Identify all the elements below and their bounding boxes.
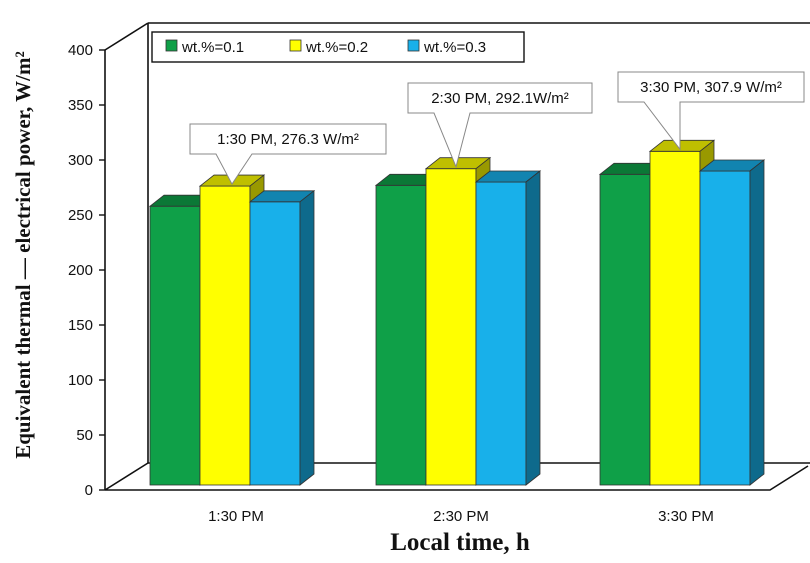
bar-front: [249, 201, 301, 486]
callout-label: 2:30 PM, 292.1W/m²: [431, 90, 569, 107]
bar-3-3: [698, 159, 766, 486]
y-tick-label: 150: [68, 317, 93, 334]
y-tick-label: 300: [68, 152, 93, 169]
legend-label: wt.%=0.2: [305, 39, 368, 56]
bar-side: [525, 170, 541, 486]
legend-swatch: [289, 39, 302, 52]
x-axis-ticks: 1:30 PM 2:30 PM 3:30 PM: [208, 508, 714, 525]
bar-front: [699, 170, 751, 486]
x-tick-label: 3:30 PM: [658, 508, 714, 525]
bar-front: [149, 205, 201, 486]
bar-front: [199, 185, 251, 486]
legend-swatch: [165, 39, 178, 52]
y-tick-label: 250: [68, 207, 93, 224]
bar-3-2: [474, 170, 542, 486]
bars: [148, 139, 766, 486]
legend-box: [151, 31, 525, 63]
bar-side: [299, 189, 315, 486]
bar-front: [649, 150, 701, 486]
bar-front: [375, 184, 427, 486]
legend-item-3: wt.%=0.3: [407, 39, 486, 56]
y-tick-label: 50: [76, 427, 93, 444]
callouts: 1:30 PM, 276.3 W/m² 2:30 PM, 292.1W/m² 3:3…: [189, 71, 805, 186]
legend-item-2: wt.%=0.2: [289, 39, 368, 56]
x-tick-label: 2:30 PM: [433, 508, 489, 525]
legend-label: wt.%=0.1: [181, 39, 244, 56]
legend-item-1: wt.%=0.1: [165, 39, 244, 56]
bar-side: [749, 159, 765, 486]
x-tick-label: 1:30 PM: [208, 508, 264, 525]
callout-3: 3:30 PM, 307.9 W/m²: [617, 71, 805, 151]
floor: [104, 462, 809, 491]
bar-front: [599, 173, 651, 486]
callout-label: 1:30 PM, 276.3 W/m²: [217, 131, 359, 148]
legend-swatch: [407, 39, 420, 52]
callout-box: [189, 123, 387, 186]
callout-1: 1:30 PM, 276.3 W/m²: [189, 123, 387, 186]
x-axis-title: Local time, h: [390, 529, 530, 556]
y-tick-label: 0: [85, 482, 93, 499]
y-tick-label: 350: [68, 97, 93, 114]
side-wall: [104, 22, 149, 51]
y-axis-title: Equivalent thermal — electrical power, W…: [11, 51, 35, 459]
callout-2: 2:30 PM, 292.1W/m²: [407, 82, 593, 169]
bar-front: [475, 181, 527, 486]
legend: wt.%=0.1 wt.%=0.2 wt.%=0.3: [151, 31, 525, 63]
bar-3-1: [248, 189, 316, 486]
legend-label: wt.%=0.3: [423, 39, 486, 56]
y-axis-ticks: 0 50 100 150 200 250 300 350 400: [68, 42, 105, 499]
y-tick-label: 100: [68, 372, 93, 389]
callout-box: [617, 71, 805, 151]
callout-label: 3:30 PM, 307.9 W/m²: [640, 79, 782, 96]
bar-front: [425, 168, 477, 486]
y-tick-label: 400: [68, 42, 93, 59]
y-tick-label: 200: [68, 262, 93, 279]
callout-box: [407, 82, 593, 169]
